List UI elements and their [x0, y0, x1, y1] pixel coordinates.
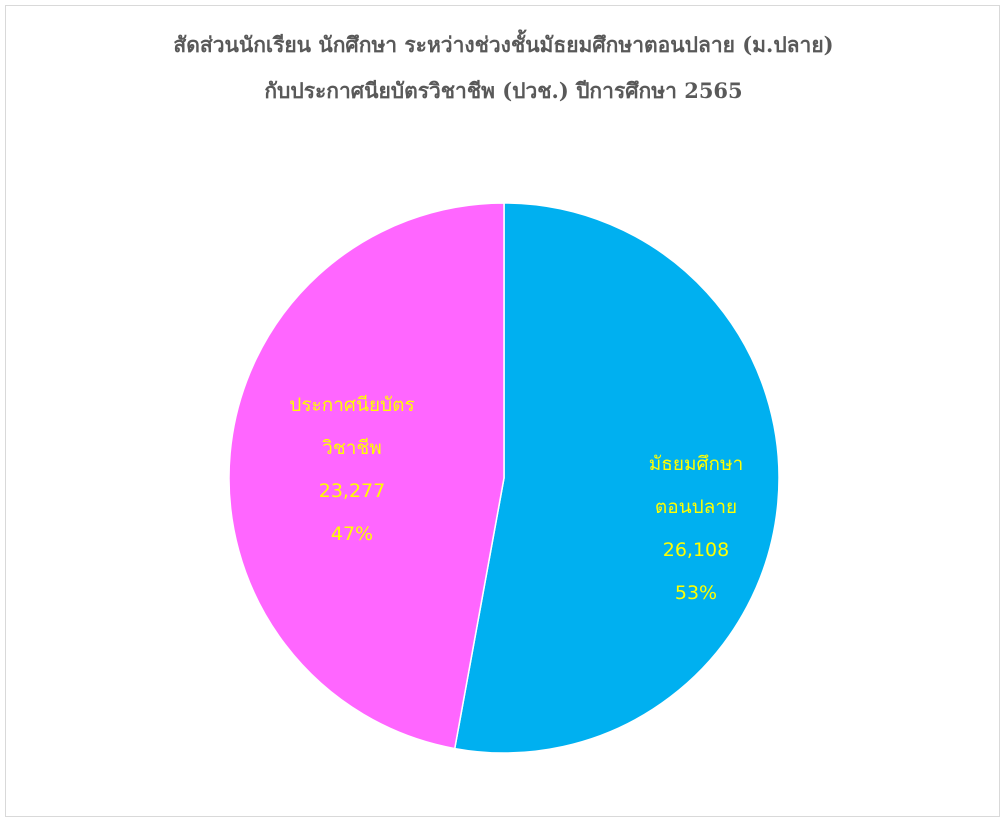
data-label-slice-2-category-line-2: วิชาชีพ	[322, 437, 382, 459]
pie-slice-1	[453, 202, 780, 754]
data-label-slice-2-value: 23,277	[319, 480, 385, 502]
pie-slice-2	[228, 202, 505, 750]
chart-title: สัดส่วนนักเรียน นักศึกษา ระหว่างช่วงชั้น…	[0, 22, 1007, 114]
chart-subtitle: กับประกาศนียบัตรวิชาชีพ (ปวช.) ปีการศึกษ…	[264, 78, 743, 103]
data-label-slice-2-percent: 47%	[331, 523, 373, 545]
data-label-slice-2-category-line-1: ประกาศนียบัตร	[289, 394, 414, 416]
chart-title-line-1: สัดส่วนนักเรียน นักศึกษา ระหว่างช่วงชั้น…	[173, 32, 834, 57]
data-label-slice-1-value: 26,108	[663, 539, 729, 561]
data-label-slice-1-category-line-1: มัธยมศึกษา	[649, 453, 744, 475]
data-label-slice-1-percent: 53%	[675, 582, 717, 604]
data-label-slice-1-category-line-2: ตอนปลาย	[655, 496, 737, 518]
